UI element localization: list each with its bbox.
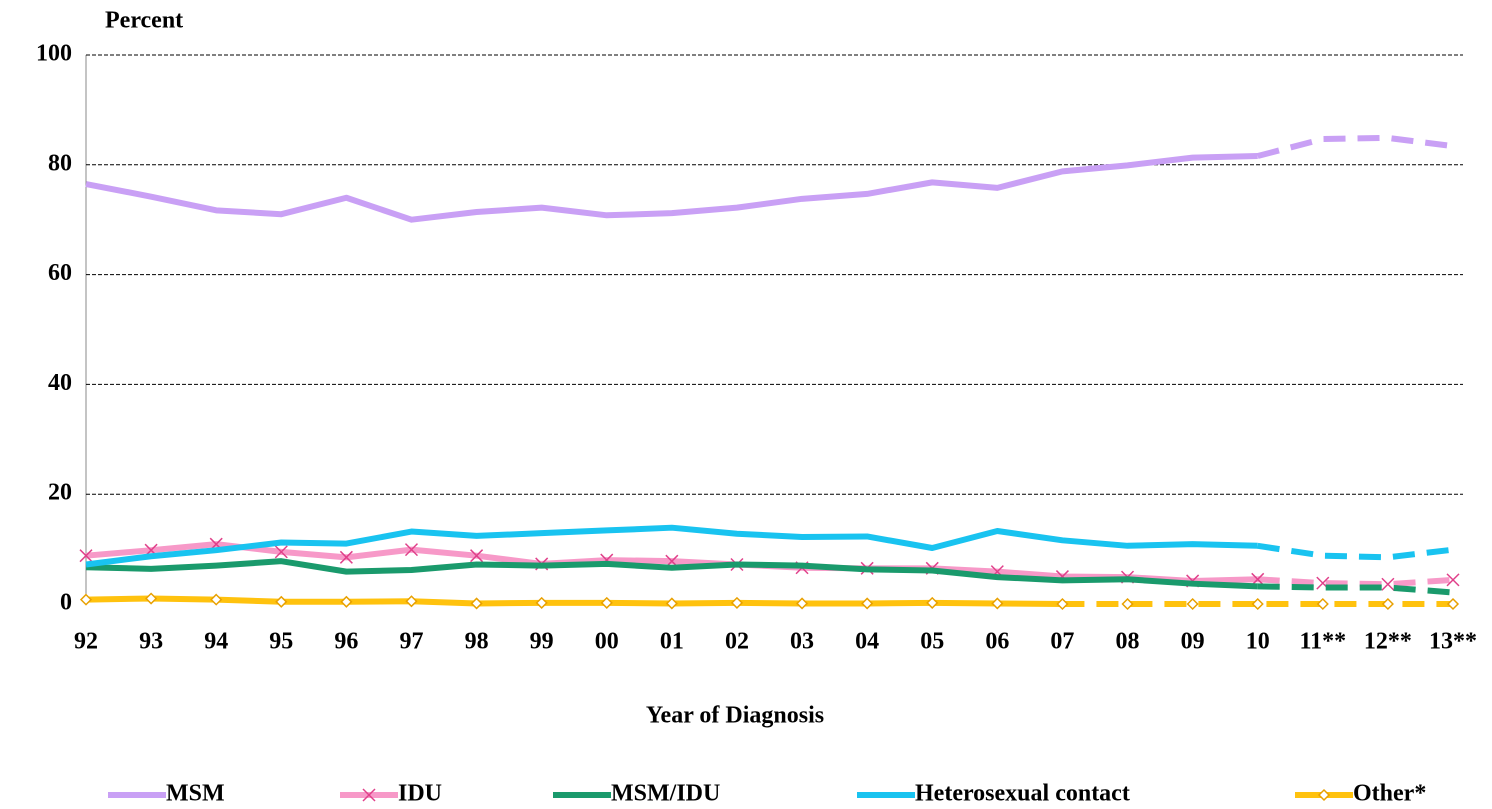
marker (1381, 577, 1395, 591)
legend-label: IDU (398, 781, 442, 807)
marker (405, 595, 418, 608)
legend-label: Heterosexual contact (915, 781, 1130, 807)
x-tick-label: 95 (269, 629, 293, 655)
x-tick-label: 98 (465, 629, 489, 655)
x-tick-label: 07 (1050, 629, 1074, 655)
marker (470, 597, 483, 610)
marker (79, 549, 93, 563)
x-tick-label: 02 (725, 629, 749, 655)
marker (404, 543, 419, 557)
series-line (85, 595, 1063, 607)
marker (1446, 573, 1460, 587)
marker (1446, 597, 1460, 611)
marker (991, 597, 1004, 610)
legend-label: MSM/IDU (611, 781, 720, 807)
series-line (85, 558, 1258, 590)
y-tick-label: 60 (48, 260, 72, 286)
y-tick-label: 20 (48, 480, 72, 506)
x-tick-label: 93 (139, 629, 163, 655)
marker (79, 593, 93, 606)
legend-marker (362, 788, 376, 802)
x-tick-label: 13** (1429, 629, 1477, 655)
marker (210, 593, 223, 606)
marker (1056, 597, 1069, 611)
marker (145, 592, 158, 605)
x-tick-label: 04 (855, 629, 879, 655)
series-line-projected (1257, 542, 1454, 561)
marker (1316, 597, 1329, 611)
legend-marker (1317, 788, 1331, 802)
series-line-projected (1257, 583, 1454, 596)
x-tick-label: 08 (1116, 629, 1140, 655)
x-tick-label: 10 (1246, 629, 1270, 655)
marker (600, 596, 613, 609)
marker (339, 550, 353, 564)
x-tick-label: 11** (1299, 629, 1346, 655)
marker (1121, 597, 1134, 611)
x-axis-title: Year of Diagnosis (646, 703, 824, 729)
marker (861, 597, 874, 610)
series-line-projected (1256, 134, 1454, 159)
x-tick-label: 00 (595, 629, 619, 655)
y-axis-title: Percent (105, 8, 183, 34)
x-tick-label: 05 (920, 629, 944, 655)
y-tick-label: 40 (48, 370, 72, 396)
x-tick-label: 94 (204, 629, 228, 655)
marker (1186, 597, 1199, 611)
marker (665, 597, 678, 610)
series-line-projected (1257, 576, 1454, 588)
x-tick-label: 92 (74, 629, 98, 655)
x-tick-label: 96 (334, 629, 358, 655)
y-tick-label: 0 (60, 590, 72, 616)
x-tick-label: 06 (985, 629, 1009, 655)
marker (1251, 597, 1264, 611)
marker (926, 596, 939, 609)
marker (535, 596, 548, 609)
marker (470, 549, 484, 563)
series-line (85, 153, 1258, 223)
y-tick-label: 80 (48, 150, 72, 176)
y-tick-label: 100 (36, 41, 72, 67)
x-tick-label: 12** (1364, 629, 1412, 655)
x-tick-label: 03 (790, 629, 814, 655)
legend-label: MSM (166, 781, 225, 807)
x-tick-label: 97 (399, 629, 423, 655)
x-tick-label: 09 (1181, 629, 1205, 655)
series-line (85, 524, 1258, 568)
marker (340, 595, 353, 608)
marker (1381, 597, 1394, 611)
x-tick-label: 01 (660, 629, 684, 655)
marker (274, 545, 288, 559)
marker (795, 597, 809, 610)
marker (275, 595, 288, 608)
legend-label: Other* (1353, 781, 1426, 807)
marker (730, 596, 744, 609)
x-tick-label: 99 (530, 629, 554, 655)
